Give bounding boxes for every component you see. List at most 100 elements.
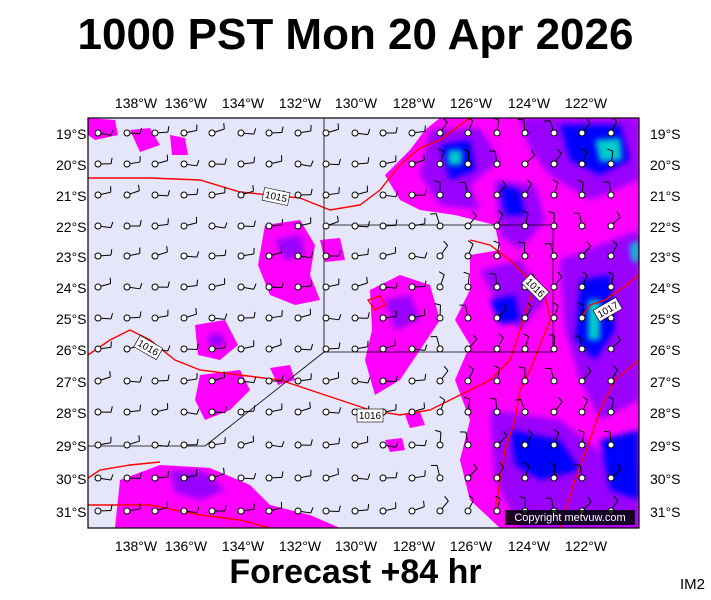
wind-barb-feather: [367, 157, 370, 164]
wind-barb-feather: [517, 118, 524, 121]
wind-barb-feather: [493, 240, 500, 244]
wind-barb-feather: [281, 281, 284, 288]
wind-barb-feather: [472, 211, 477, 217]
wind-station: [294, 283, 302, 291]
lon-label-top: 122°W: [565, 95, 608, 111]
wind-station: [607, 252, 615, 260]
wind-barb-feather: [224, 222, 228, 229]
wind-station: [578, 283, 586, 291]
wind-station: [493, 314, 501, 322]
wind-station: [180, 314, 188, 322]
wind-barb-feather: [439, 396, 445, 401]
wind-barb-feather: [467, 240, 474, 245]
wind-station: [464, 507, 472, 515]
wind-barb-feather: [434, 180, 441, 183]
wind-station: [379, 252, 387, 260]
lon-label-top: 124°W: [508, 95, 551, 111]
wind-barb-feather: [616, 334, 621, 341]
wind-station: [607, 408, 615, 416]
wind-station: [151, 129, 159, 137]
wind-barb-feather: [438, 271, 445, 276]
lon-label-bottom: 128°W: [393, 538, 436, 554]
wind-barb-feather: [494, 365, 500, 369]
wind-station: [436, 408, 444, 416]
wind-station: [208, 160, 216, 168]
wind-station: [521, 474, 529, 482]
wind-station: [408, 408, 416, 416]
wind-barb-feather: [166, 245, 168, 253]
wind-station: [151, 222, 159, 230]
wind-barb-feather: [523, 333, 529, 337]
wind-barb-feather: [395, 310, 398, 317]
wind-station: [436, 377, 444, 385]
wind-barb-feather: [138, 184, 140, 191]
wind-barb-feather: [110, 129, 114, 136]
wind-barb-feather: [253, 283, 257, 290]
wind-station: [521, 441, 529, 449]
wind-station: [464, 283, 472, 291]
lat-label-left: 24°S: [56, 280, 87, 296]
isobar-1016-cell: [366, 295, 386, 311]
lat-label-right: 19°S: [650, 126, 681, 142]
wind-station: [94, 408, 102, 416]
wind-station: [208, 507, 216, 515]
wind-station: [294, 314, 302, 322]
wind-barb-feather: [196, 506, 200, 513]
wind-station: [436, 222, 444, 230]
wind-station: [151, 408, 159, 416]
wind-station: [322, 191, 330, 199]
wind-station: [151, 474, 159, 482]
wind-station: [493, 507, 501, 515]
wind-barb-feather: [367, 220, 371, 228]
wind-station: [578, 408, 586, 416]
wind-barb-feather: [252, 185, 254, 192]
lat-label-left: 21°S: [56, 188, 87, 204]
wind-barb-feather: [110, 474, 114, 481]
wind-barb-feather: [253, 156, 256, 163]
wind-barb-feather: [582, 271, 588, 276]
wind-station: [436, 474, 444, 482]
wind-station: [521, 160, 529, 168]
wind-barb-feather: [337, 215, 339, 222]
lat-label-left: 19°S: [56, 126, 87, 142]
wind-station: [322, 474, 330, 482]
forecast-label: Forecast +84 hr: [229, 553, 482, 591]
wind-station: [180, 191, 188, 199]
wind-station: [379, 222, 387, 230]
wind-barb-feather: [581, 148, 588, 153]
wind-barb-feather: [281, 375, 284, 382]
map-title: 1000 PST Mon 20 Apr 2026: [77, 10, 634, 59]
wind-station: [351, 160, 359, 168]
wind-station: [351, 377, 359, 385]
wind-station: [180, 474, 188, 482]
wind-station: [436, 345, 444, 353]
wind-station: [493, 222, 501, 230]
wind-barb-feather: [196, 343, 199, 350]
wind-barb-feather: [223, 467, 225, 474]
wind-station: [607, 377, 615, 385]
wind-station: [521, 222, 529, 230]
wind-station: [550, 377, 558, 385]
wind-station: [123, 191, 131, 199]
wind-barb-feather: [196, 438, 199, 445]
wind-station: [322, 345, 330, 353]
wind-barb-feather: [338, 342, 341, 349]
wind-barb-feather: [139, 127, 142, 134]
wind-station: [265, 314, 273, 322]
wind-barb-feather: [527, 429, 533, 435]
wind-station: [550, 252, 558, 260]
wind-station: [493, 160, 501, 168]
wind-barb-feather: [367, 503, 370, 510]
wind-station: [180, 129, 188, 137]
wind-barb-feather: [523, 462, 530, 467]
wind-barb-feather: [310, 188, 313, 195]
wind-station: [151, 314, 159, 322]
wind-station: [237, 474, 245, 482]
wind-station: [408, 441, 416, 449]
isobar-1016-west: [88, 279, 536, 416]
rain-area-east: [385, 118, 639, 528]
wind-barb-feather: [577, 179, 584, 183]
lat-label-right: 30°S: [650, 471, 681, 487]
wind-station: [151, 507, 159, 515]
wind-station: [294, 507, 302, 515]
